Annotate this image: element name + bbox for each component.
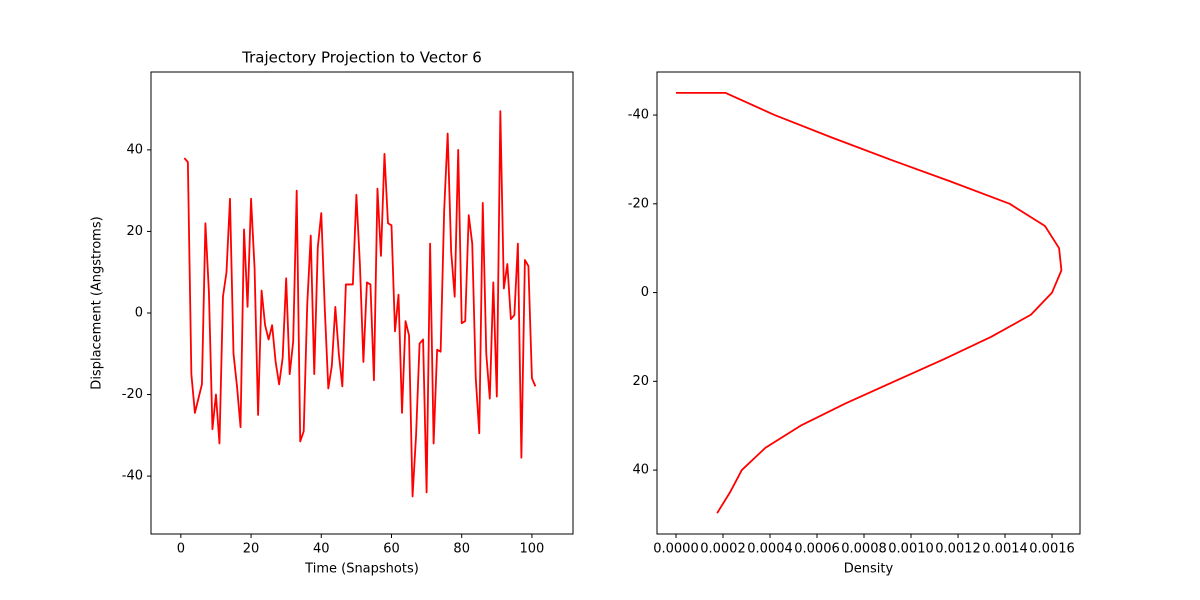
x-tick-label: 0.0012 (935, 542, 981, 557)
x-axis-label: Time (Snapshots) (304, 562, 419, 577)
x-tick-label: 60 (383, 542, 400, 557)
x-tick-label: 0.0006 (794, 542, 840, 557)
x-tick-label: 0.0016 (1029, 542, 1075, 557)
x-tick-label: 0.0014 (982, 542, 1028, 557)
y-tick-label: 40 (632, 463, 649, 478)
chart-title: Trajectory Projection to Vector 6 (241, 49, 482, 67)
y-tick-label: -20 (122, 387, 143, 402)
x-tick-label: 0 (177, 542, 185, 557)
x-tick-label: 0.0004 (747, 542, 793, 557)
y-tick-label: 20 (126, 224, 143, 239)
y-tick-label: -20 (628, 196, 649, 211)
x-tick-label: 0.0010 (888, 542, 934, 557)
x-tick-label: 0.0000 (653, 542, 699, 557)
x-tick-label: 100 (520, 542, 545, 557)
data-line (675, 91, 1063, 514)
y-tick-label: -40 (122, 469, 143, 484)
y-tick-label: 0 (135, 305, 143, 320)
axes-frame (656, 71, 1081, 535)
x-tick-label: 0.0002 (700, 542, 746, 557)
x-tick-label: 20 (243, 542, 260, 557)
data-line (183, 110, 537, 498)
y-tick-label: 20 (632, 374, 649, 389)
y-tick-label: 40 (126, 142, 143, 157)
y-axis-label: Displacement (Angstroms) (90, 216, 105, 389)
x-tick-label: 40 (313, 542, 330, 557)
axes-frame (150, 71, 574, 535)
y-tick-label: -40 (628, 108, 649, 123)
x-tick-label: 80 (453, 542, 470, 557)
x-tick-label: 0.0008 (841, 542, 887, 557)
x-axis-label: Density (844, 562, 894, 577)
y-tick-label: 0 (641, 285, 649, 300)
